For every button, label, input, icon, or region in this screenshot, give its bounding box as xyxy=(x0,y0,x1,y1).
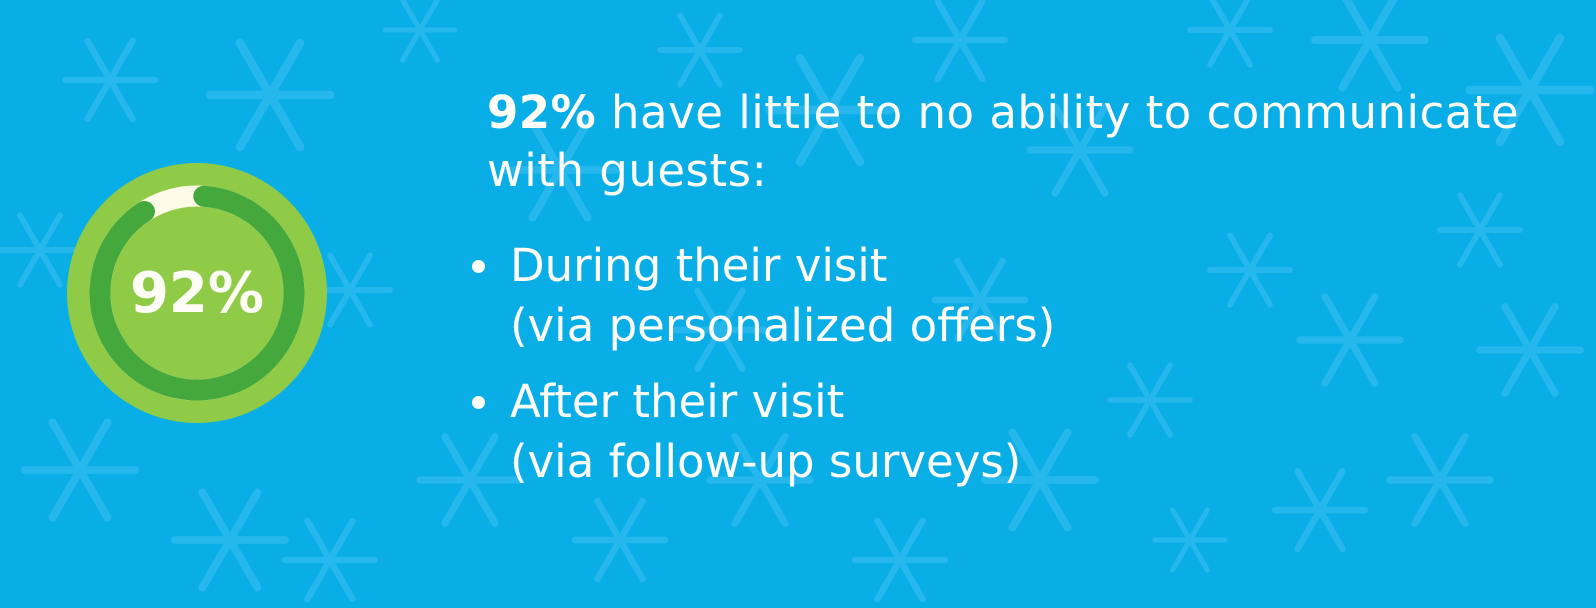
snowflake-icon xyxy=(171,488,289,592)
donut-value-label: 92% xyxy=(130,261,264,326)
snowflake-icon xyxy=(981,428,1099,532)
snowflake-icon xyxy=(1152,507,1228,573)
snowflake-icon xyxy=(501,118,619,222)
snowflake-icon xyxy=(61,37,159,123)
snowflake-icon xyxy=(1107,362,1193,438)
headline-stat: 92% xyxy=(487,86,597,139)
bullet-list: During their visit (via personalized offe… xyxy=(470,236,1055,508)
bullet-item: During their visit (via personalized offe… xyxy=(470,236,1055,356)
headline: 92% have little to no ability to communi… xyxy=(487,84,1596,200)
snowflake-icon xyxy=(1465,33,1595,147)
percent-donut: 92% xyxy=(67,163,327,423)
snowflake-icon xyxy=(765,53,895,167)
snowflake-icon xyxy=(205,38,335,152)
bullet-line: After their visit xyxy=(510,375,845,428)
snowflake-icon xyxy=(281,517,379,603)
snowflake-icon xyxy=(1207,232,1293,308)
bullet-line: During their visit xyxy=(510,239,888,292)
snowflake-icon xyxy=(911,0,1009,83)
snowflake-icon xyxy=(1296,293,1404,387)
bullet-item: After their visit (via follow-up surveys) xyxy=(470,372,1055,492)
snowflake-icon xyxy=(931,257,1029,343)
snowflake-icon xyxy=(382,0,458,63)
snowflake-icon xyxy=(21,418,139,522)
snowflake-icon xyxy=(657,12,743,88)
snowflake-icon xyxy=(1187,0,1273,68)
snowflake-icon xyxy=(416,433,524,527)
snowflake-icon xyxy=(851,517,949,603)
bullet-dot-icon xyxy=(472,260,485,273)
snowflake-icon xyxy=(671,287,769,373)
donut-progress-arc xyxy=(89,185,305,401)
snowflake-icon xyxy=(706,433,814,527)
headline-text: have little to no ability to communicate… xyxy=(487,86,1520,197)
snowflake-icon xyxy=(1271,467,1369,553)
snowflake-icon xyxy=(0,212,83,288)
bullet-subline: (via follow-up surveys) xyxy=(510,435,1022,488)
bullet-dot-icon xyxy=(472,396,485,409)
snowflake-icon xyxy=(1386,433,1494,527)
snowflake-icon xyxy=(571,497,669,583)
bullet-subline: (via personalized offers) xyxy=(510,299,1056,352)
snowflake-icon xyxy=(1476,303,1584,397)
snowflake-icon xyxy=(1026,103,1134,197)
snowflake-icon xyxy=(1437,192,1523,268)
snowflake-icon xyxy=(1311,0,1429,92)
